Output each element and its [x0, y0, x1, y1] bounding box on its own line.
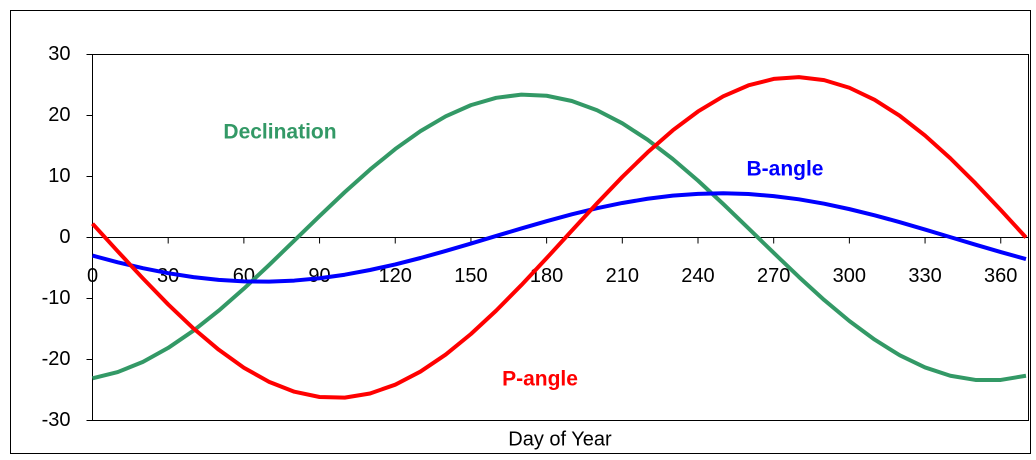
x-tick-label: 300 — [833, 265, 866, 287]
x-tick-label: 330 — [908, 265, 941, 287]
y-tick-label: -20 — [42, 348, 71, 370]
x-tick-label: 90 — [308, 265, 330, 287]
y-tick-label: 20 — [48, 104, 70, 126]
series-line — [91, 75, 1028, 400]
x-tick-label: 210 — [606, 265, 639, 287]
series-label: B-angle — [746, 158, 823, 181]
chart-frame — [10, 10, 1031, 454]
series-line — [92, 92, 1027, 382]
x-tick-label: 360 — [984, 265, 1017, 287]
y-tick-label: 10 — [48, 165, 70, 187]
series-label: P-angle — [502, 368, 578, 391]
y-tick-label: 0 — [59, 226, 70, 248]
x-tick-label: 150 — [454, 265, 487, 287]
series-label: Declination — [223, 121, 336, 144]
x-axis-title: Day of Year — [508, 428, 612, 450]
series-line — [91, 191, 1027, 284]
y-tick-label: -10 — [42, 287, 71, 309]
x-tick-label: 270 — [757, 265, 790, 287]
x-tick-label: 180 — [530, 265, 563, 287]
x-tick-label: 0 — [87, 265, 98, 287]
y-tick-label: 30 — [48, 43, 70, 65]
x-tick-label: 120 — [379, 265, 412, 287]
y-tick-label: -30 — [42, 409, 71, 431]
x-tick-label: 240 — [681, 265, 714, 287]
